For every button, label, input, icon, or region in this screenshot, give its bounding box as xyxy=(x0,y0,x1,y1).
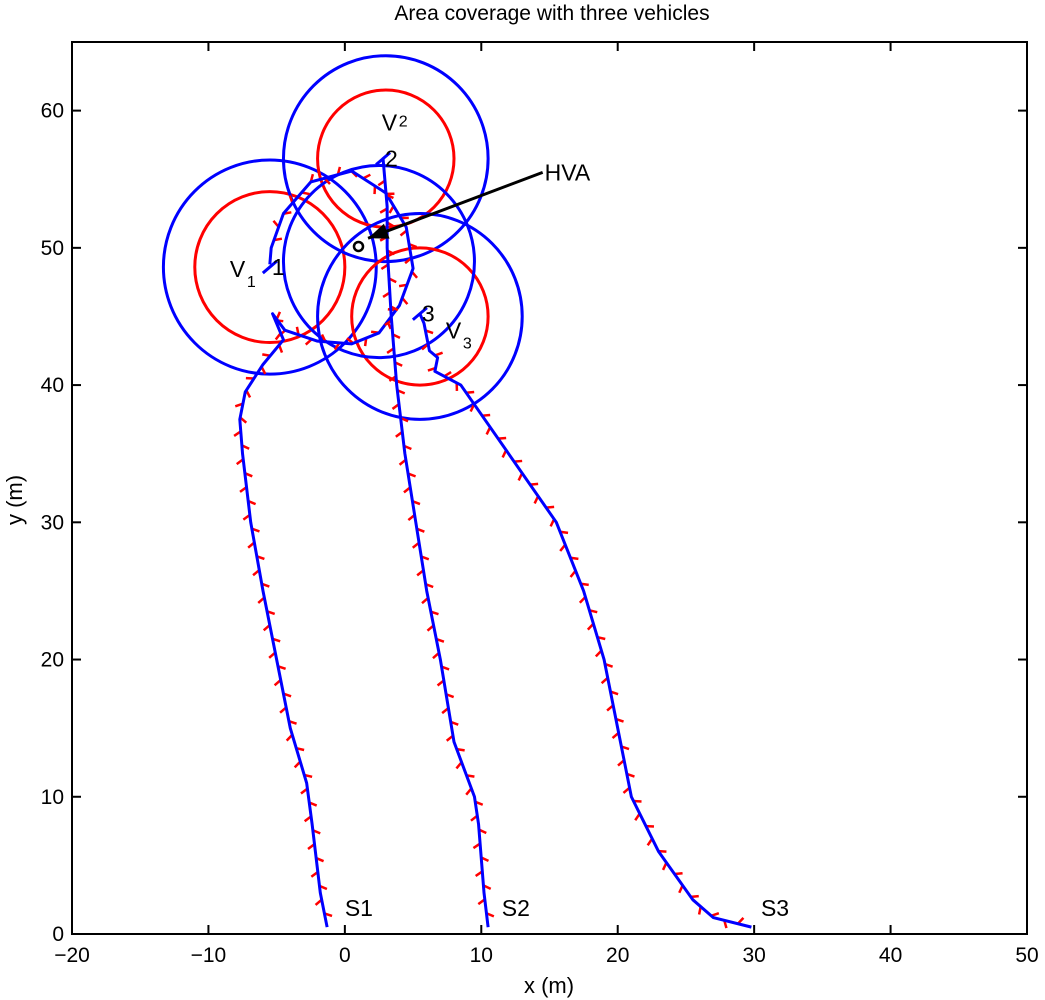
vehicle-subscript-v3: 3 xyxy=(463,335,472,352)
start-label-s3: S3 xyxy=(761,895,789,921)
y-tick-label: 0 xyxy=(52,923,64,946)
y-tick-label: 40 xyxy=(41,374,64,397)
chart-title: Area coverage with three vehicles xyxy=(394,2,709,25)
trajectory-1 xyxy=(238,169,415,928)
plot-frame xyxy=(71,41,1028,935)
x-tick-label: 0 xyxy=(339,944,351,967)
y-tick-label: 10 xyxy=(41,786,64,809)
y-tick-label: 50 xyxy=(41,237,64,260)
start-label-s2: S2 xyxy=(502,895,530,921)
hva-arrow-head xyxy=(368,223,390,239)
x-tick-label: 10 xyxy=(470,944,493,967)
vehicle-label-v3: V xyxy=(446,317,462,343)
x-tick-label: 20 xyxy=(606,944,629,967)
end-label-2: 2 xyxy=(385,146,398,172)
hva-arrow-shaft xyxy=(367,170,544,240)
hva-marker xyxy=(352,240,365,253)
x-tick-label: 50 xyxy=(1015,944,1038,967)
inner-circle-v3 xyxy=(350,246,490,387)
end-marker-3 xyxy=(411,306,428,321)
y-tick-label: 30 xyxy=(41,511,64,534)
end-marker-1 xyxy=(261,259,278,275)
y-tick-label: 20 xyxy=(41,649,64,672)
start-label-s1: S1 xyxy=(345,895,373,921)
heading-markers-3 xyxy=(421,329,745,929)
vehicle-label-v2: V xyxy=(382,110,398,136)
vehicle-label-v1: V xyxy=(230,256,246,282)
end-label-1: 1 xyxy=(272,254,285,280)
x-tick-label: −20 xyxy=(54,944,90,967)
outer-circle-v3 xyxy=(316,212,524,421)
outer-circle-v2 xyxy=(281,54,490,264)
end-label-3: 3 xyxy=(422,301,435,327)
trajectory-2 xyxy=(381,158,490,928)
vehicle-subscript-v2: 2 xyxy=(399,114,408,131)
x-tick-label: 30 xyxy=(742,944,765,967)
trajectory-3 xyxy=(418,313,752,929)
x-tick-label: −10 xyxy=(191,944,227,967)
inner-circle-v1 xyxy=(193,190,347,345)
outer-circle-v1 xyxy=(161,158,378,376)
x-tick-label: 40 xyxy=(879,944,902,967)
x-axis-label: x (m) xyxy=(524,973,574,998)
hva-label: HVA xyxy=(545,159,591,185)
coverage-circle xyxy=(281,164,476,360)
y-tick-label: 60 xyxy=(41,100,64,123)
y-axis-label: y (m) xyxy=(2,475,27,525)
vehicle-subscript-v1: 1 xyxy=(247,274,256,291)
end-marker-2 xyxy=(375,151,392,166)
